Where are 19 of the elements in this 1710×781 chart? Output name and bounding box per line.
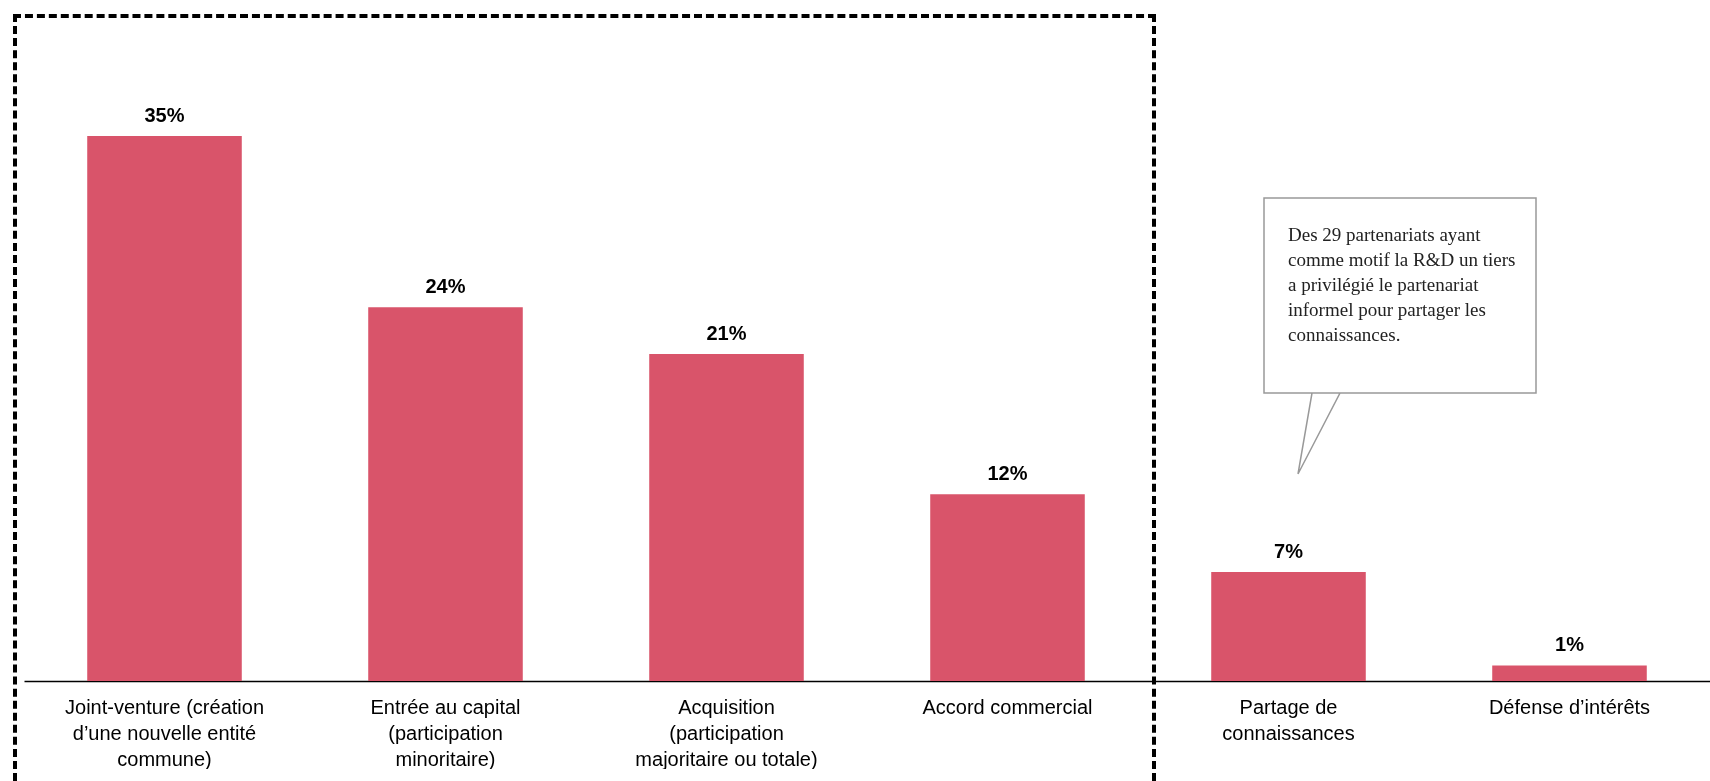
data-label: 12% [987, 462, 1028, 485]
bar [649, 354, 804, 681]
annotation: Des 29 partenariats ayant comme motif la R&D un tiers a privilégié le partenariat informel pour partager les connaissances. [1288, 223, 1517, 347]
data-label: 1% [1555, 633, 1585, 656]
x-tick-label: Joint-venture (création d’une nouvelle entité commune) [65, 695, 264, 770]
x-tick-label: Défense d’intérêts [1488, 695, 1651, 718]
x-tick-label: Acquisition (participation majoritaire ou totale) [635, 695, 818, 770]
x-tick-label: Partage de connaissances [1222, 695, 1355, 744]
data-label: 24% [425, 275, 466, 298]
x-tick-label: Accord commercial [922, 695, 1093, 718]
bar [1492, 665, 1647, 681]
data-label: 21% [706, 322, 747, 344]
bar [368, 307, 523, 681]
bar [1211, 572, 1366, 681]
bar [930, 494, 1085, 681]
x-tick-label: Entrée au capital (participation minoritaire) [370, 695, 521, 770]
data-label: 35% [144, 104, 185, 126]
data-label: 7% [1274, 540, 1304, 562]
bar [87, 136, 242, 681]
